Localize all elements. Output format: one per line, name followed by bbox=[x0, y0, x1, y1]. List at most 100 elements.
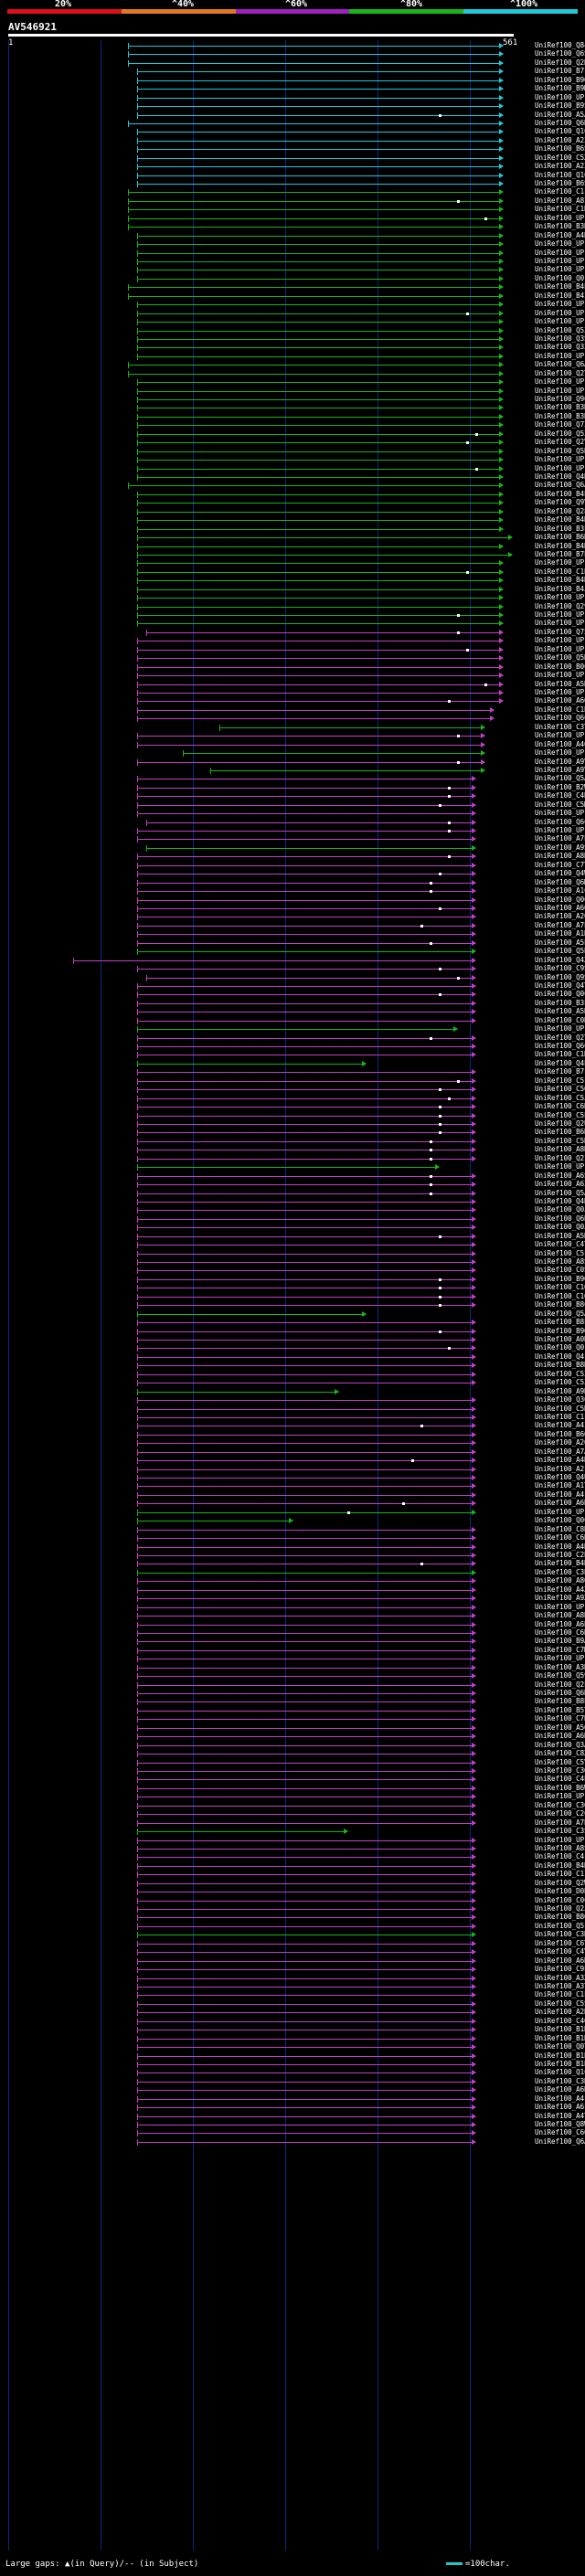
hit-id-link[interactable]: UniRef100_C8NZL9 bbox=[535, 1524, 585, 1533]
hit-row[interactable]: UniRef100_UP1000... bbox=[0, 1654, 585, 1663]
hit-row[interactable]: UniRef100_A6NK37 bbox=[0, 1956, 585, 1965]
hit-id-link[interactable]: UniRef100_A8SJ36 bbox=[535, 1843, 585, 1852]
hit-id-link[interactable]: UniRef100_B9GTZ0 bbox=[535, 75, 585, 84]
hit-id-link[interactable]: UniRef100_A3TZT8 bbox=[535, 1982, 585, 1990]
hit-row[interactable]: UniRef100_A9NWN2 bbox=[0, 1386, 585, 1395]
hit-id-link[interactable]: UniRef100_B5YJY1 bbox=[535, 1705, 585, 1714]
hit-id-link[interactable]: UniRef100_B7FXN4 bbox=[535, 1067, 585, 1076]
hit-id-link[interactable]: UniRef100_B3RNX0 bbox=[535, 222, 585, 231]
hit-id-link[interactable]: UniRef100_A6R3Z4 bbox=[535, 1499, 585, 1508]
hit-row[interactable]: UniRef100_Q6CTS7 bbox=[0, 714, 585, 723]
hit-row[interactable]: UniRef100_Q6S412 bbox=[0, 49, 585, 58]
hit-id-link[interactable]: UniRef100_A9NWN2 bbox=[535, 1386, 585, 1395]
hit-id-link[interactable]: UniRef100_A6BVC6 bbox=[535, 1619, 585, 1628]
hit-row[interactable]: UniRef100_Q9VQV5 bbox=[0, 498, 585, 507]
hit-id-link[interactable]: UniRef100_A6NK37 bbox=[535, 1956, 585, 1965]
hit-id-link[interactable]: UniRef100_UP1000... bbox=[535, 1024, 585, 1034]
hit-id-link[interactable]: UniRef100_C7M7D1 bbox=[535, 1645, 585, 1654]
hit-id-link[interactable]: UniRef100_C1LGT8 bbox=[535, 1990, 585, 1999]
hit-row[interactable]: UniRef100_B6W4T3 bbox=[0, 1783, 585, 1792]
hit-row[interactable]: UniRef100_C6QP14 bbox=[0, 2128, 585, 2137]
hit-id-link[interactable]: UniRef100_B9GN10 bbox=[535, 1274, 585, 1283]
hit-row[interactable]: UniRef100_B1R5D0 bbox=[0, 2025, 585, 2034]
hit-row[interactable]: UniRef100_B3RNX0 bbox=[0, 222, 585, 231]
hit-id-link[interactable]: UniRef100_C9SUC9 bbox=[535, 964, 585, 973]
hit-row[interactable]: UniRef100_B9SFB1 bbox=[0, 101, 585, 111]
hit-id-link[interactable]: UniRef100_B6SHE4 bbox=[535, 179, 585, 188]
hit-id-link[interactable]: UniRef100_C3YJ67 bbox=[535, 722, 585, 731]
hit-id-link[interactable]: UniRef100_C6QP14 bbox=[535, 2128, 585, 2137]
hit-id-link[interactable]: UniRef100_C5GQB5 bbox=[535, 1085, 585, 1094]
hit-row[interactable]: UniRef100_A2RL46 bbox=[0, 2008, 585, 2017]
hit-row[interactable]: UniRef100_UP1000... bbox=[0, 731, 585, 740]
hit-row[interactable]: UniRef100_B9G008 bbox=[0, 1326, 585, 1335]
hit-row[interactable]: UniRef100_C0CGS9 bbox=[0, 1896, 585, 1904]
hit-row[interactable]: UniRef100_UP1000... bbox=[0, 265, 585, 274]
hit-row[interactable]: UniRef100_B8DM63 bbox=[0, 1361, 585, 1370]
hit-row[interactable]: UniRef100_Q2TV64 bbox=[0, 1034, 585, 1042]
hit-row[interactable]: UniRef100_Q7ZWQ3 bbox=[0, 420, 585, 429]
hit-id-link[interactable]: UniRef100_Q9STS9 bbox=[535, 972, 585, 981]
hit-row[interactable]: UniRef100_C5JYN1 bbox=[0, 1094, 585, 1102]
hit-id-link[interactable]: UniRef100_A9V7A9 bbox=[535, 757, 585, 766]
hit-row[interactable]: UniRef100_C1H4C6 bbox=[0, 1050, 585, 1059]
hit-id-link[interactable]: UniRef100_C2BNY9 bbox=[535, 1551, 585, 1559]
hit-id-link[interactable]: UniRef100_UP1000... bbox=[535, 619, 585, 628]
hit-id-link[interactable]: UniRef100_C1I7H9 bbox=[535, 1870, 585, 1879]
hit-row[interactable]: UniRef100_A2F8E2 bbox=[0, 1465, 585, 1473]
hit-row[interactable]: UniRef100_B7FXN4 bbox=[0, 1067, 585, 1076]
hit-row[interactable]: UniRef100_Q6AR36 bbox=[0, 2137, 585, 2146]
hit-row[interactable]: UniRef100_A2Z899 bbox=[0, 136, 585, 144]
hit-id-link[interactable]: UniRef100_UP1000... bbox=[535, 636, 585, 645]
hit-row[interactable]: UniRef100_Q2T9S4 bbox=[0, 369, 585, 377]
hit-id-link[interactable]: UniRef100_Q5RL68 bbox=[535, 446, 585, 455]
hit-row[interactable]: UniRef100_UP1000... bbox=[0, 1603, 585, 1611]
hit-row[interactable]: UniRef100_B8C262 bbox=[0, 1300, 585, 1309]
hit-row[interactable]: UniRef100_C1N4L5 bbox=[0, 205, 585, 214]
hit-id-link[interactable]: UniRef100_UP1000... bbox=[535, 1792, 585, 1801]
hit-id-link[interactable]: UniRef100_Q84MD8 bbox=[535, 41, 585, 49]
hit-id-link[interactable]: UniRef100_Q4P6C3 bbox=[535, 1058, 585, 1067]
hit-id-link[interactable]: UniRef100_B9G008 bbox=[535, 1326, 585, 1335]
hit-id-link[interactable]: UniRef100_A2Q2K5 bbox=[535, 1438, 585, 1447]
hit-id-link[interactable]: UniRef100_Q01FK6 bbox=[535, 273, 585, 282]
hit-id-link[interactable]: UniRef100_B6K7U1 bbox=[535, 533, 585, 542]
hit-row[interactable]: UniRef100_Q2HUQ1 bbox=[0, 58, 585, 67]
hit-row[interactable]: UniRef100_A4I8K7 bbox=[0, 1421, 585, 1430]
hit-id-link[interactable]: UniRef100_Q4YPM5 bbox=[535, 981, 585, 990]
hit-row[interactable]: UniRef100_Q2I918 bbox=[0, 1154, 585, 1162]
hit-id-link[interactable]: UniRef100_A4FM26 bbox=[535, 1489, 585, 1499]
hit-row[interactable]: UniRef100_A8IMQ9 bbox=[0, 196, 585, 205]
hit-id-link[interactable]: UniRef100_C5XO20 bbox=[535, 153, 585, 162]
hit-row[interactable]: UniRef100_A7EA63 bbox=[0, 921, 585, 929]
hit-row[interactable]: UniRef100_Q6AYH7 bbox=[0, 360, 585, 369]
hit-id-link[interactable]: UniRef100_Q4DUM5 bbox=[535, 1196, 585, 1205]
hit-id-link[interactable]: UniRef100_C6HUF4 bbox=[535, 1102, 585, 1111]
hit-id-link[interactable]: UniRef100_UP1000... bbox=[535, 377, 585, 387]
hit-id-link[interactable]: UniRef100_UP1000... bbox=[535, 300, 585, 309]
hit-row[interactable]: UniRef100_A5E1A0 bbox=[0, 938, 585, 947]
hit-row[interactable]: UniRef100_C1FVX9 bbox=[0, 1413, 585, 1421]
hit-row[interactable]: UniRef100_Q5ZMR2 bbox=[0, 326, 585, 334]
hit-id-link[interactable]: UniRef100_Q0CHR1 bbox=[535, 990, 585, 999]
hit-row[interactable]: UniRef100_C6RAW3 bbox=[0, 1533, 585, 1542]
hit-row[interactable]: UniRef100_A8NSJ3 bbox=[0, 852, 585, 861]
hit-row[interactable]: UniRef100_C4G5M1 bbox=[0, 2017, 585, 2025]
hit-row[interactable]: UniRef100_B4P083 bbox=[0, 282, 585, 292]
hit-row[interactable]: UniRef100_UP1000... bbox=[0, 809, 585, 818]
hit-id-link[interactable]: UniRef100_C6Y2E0 bbox=[535, 1938, 585, 1947]
hit-row[interactable]: UniRef100_A7EKY3 bbox=[0, 834, 585, 843]
hit-id-link[interactable]: UniRef100_Q6CTS7 bbox=[535, 714, 585, 723]
hit-id-link[interactable]: UniRef100_A9V390 bbox=[535, 765, 585, 774]
hit-id-link[interactable]: UniRef100_C5FP03 bbox=[535, 1076, 585, 1085]
hit-id-link[interactable]: UniRef100_Q8W424 bbox=[535, 2120, 585, 2129]
hit-id-link[interactable]: UniRef100_C5DMN6 bbox=[535, 1404, 585, 1413]
hit-row[interactable]: UniRef100_C3G1V3 bbox=[0, 1766, 585, 1775]
hit-row[interactable]: UniRef100_B4HQ49 bbox=[0, 515, 585, 525]
hit-id-link[interactable]: UniRef100_B6W4T3 bbox=[535, 1783, 585, 1792]
hit-row[interactable]: UniRef100_Q109N0 bbox=[0, 171, 585, 179]
hit-row[interactable]: UniRef100_Q5DH6 bbox=[0, 653, 585, 663]
hit-row[interactable]: UniRef100_UP1000... bbox=[0, 464, 585, 472]
hit-row[interactable]: UniRef100_Q8W424 bbox=[0, 2120, 585, 2129]
hit-row[interactable]: UniRef100_B6SHE4 bbox=[0, 179, 585, 188]
